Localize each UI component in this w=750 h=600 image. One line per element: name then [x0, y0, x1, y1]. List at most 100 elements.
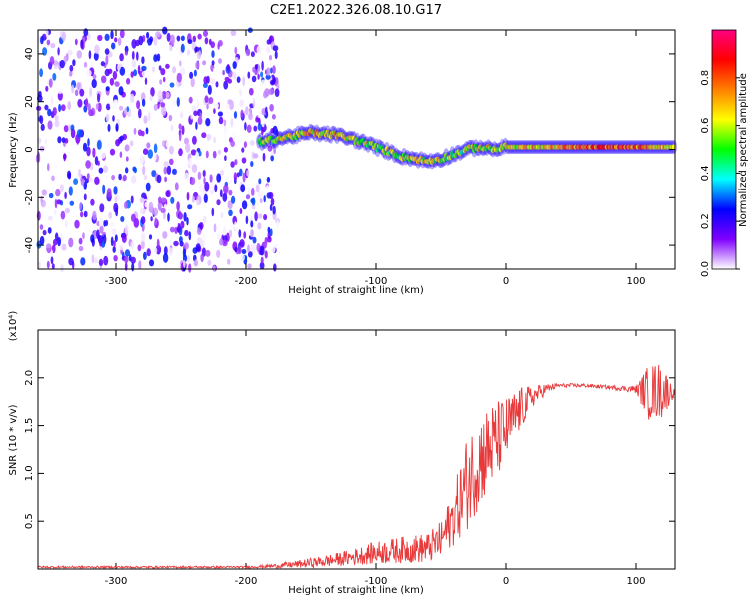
spectrogram-noise-cell: [124, 50, 128, 56]
spectrogram-noise-cell: [39, 146, 45, 152]
spectrogram-noise-cell: [163, 246, 168, 256]
spectrogram-noise-cell: [241, 157, 247, 164]
snr-ytick-label: 2.0: [24, 370, 35, 386]
spectrogram-noise-cell: [90, 234, 95, 243]
spectrogram-noise-cell: [266, 176, 271, 183]
spectrogram-noise-cell: [169, 158, 174, 165]
spectrogram-noise-cell: [228, 209, 233, 217]
spectrogram-noise-cell: [78, 245, 84, 252]
spectrogram-noise-cell: [257, 123, 262, 131]
spectrogram-noise-cell: [105, 103, 111, 111]
spectrogram-noise-cell: [211, 207, 215, 217]
spectrogram-noise-cell: [272, 65, 276, 74]
spectrogram-noise-cell: [64, 138, 69, 144]
spectrogram-noise-cell: [52, 107, 57, 116]
spectrogram-noise-cell: [186, 191, 190, 201]
spectrogram-noise-cell: [222, 70, 225, 76]
snr-ytick-label: 0.5: [24, 513, 35, 529]
spectrogram-noise-cell: [140, 216, 146, 225]
spectrogram-noise-cell: [114, 196, 118, 203]
spectrogram-noise-cell: [187, 204, 193, 210]
spectrogram-noise-cell: [180, 35, 185, 42]
spectrogram-noise-cell: [103, 249, 108, 256]
spectrogram-noise-cell: [130, 256, 136, 264]
spectrogram-noise-cell: [150, 216, 153, 222]
spectrogram-noise-cell: [185, 143, 191, 153]
spectrogram-noise-cell: [225, 103, 230, 110]
spectrogram-noise-cell: [117, 64, 121, 71]
spectrogram-ytick-label: -40: [24, 237, 35, 253]
spectrogram-noise-cell: [56, 199, 62, 205]
spectrogram-noise-cell: [266, 46, 271, 53]
spectrogram-noise-cell: [69, 124, 75, 131]
spectrogram-noise-cell: [130, 93, 135, 104]
spectrogram-noise-cell: [153, 97, 157, 107]
spectrogram-noise-cell: [241, 249, 247, 254]
spectrogram-noise-cell: [79, 201, 83, 211]
spectrogram-noise-cell: [145, 182, 151, 192]
spectrogram-noise-cell: [216, 234, 220, 240]
spectrogram-noise-cell: [130, 213, 136, 222]
spectrogram-noise-cell: [230, 29, 237, 37]
snr-xlabel: Height of straight line (km): [288, 585, 424, 596]
spectrogram-noise-cell: [227, 200, 233, 210]
snr-ytick-label: 1.5: [24, 418, 35, 434]
spectrogram-noise-cell: [89, 177, 93, 183]
spectrogram-noise-cell: [270, 79, 275, 86]
spectrogram-noise-cell: [153, 152, 157, 162]
spectrogram-noise-cell: [230, 219, 234, 229]
spectrogram-noise-cell: [264, 250, 268, 259]
spectrogram-noise-cell: [61, 31, 66, 42]
spectrogram-noise-cell: [124, 262, 128, 271]
spectrogram-noise-cell: [144, 201, 149, 208]
spectrogram-noise-cell: [217, 149, 222, 155]
spectrogram-noise-cell: [200, 239, 205, 248]
spectrogram-noise-cell: [244, 122, 247, 131]
snr-ytick-label: 1.0: [24, 465, 35, 481]
spectrogram-noise-cell: [84, 224, 89, 231]
spectrogram-noise-cell: [250, 97, 254, 104]
spectrogram-noise-cell: [220, 212, 224, 219]
spectrogram-noise-cell: [63, 153, 66, 162]
spectrogram-noise-cell: [230, 161, 235, 168]
spectrogram-noise-cell: [213, 67, 216, 76]
spectrogram-noise-cell: [157, 200, 162, 211]
spectrogram-noise-cell: [165, 190, 170, 197]
spectrogram-noise-cell: [242, 76, 246, 87]
spectrogram-noise-cell: [267, 226, 271, 233]
spectrogram-noise-cell: [160, 102, 166, 108]
spectrogram-noise-cell: [151, 189, 155, 200]
spectrogram-noise-cell: [41, 189, 47, 196]
spectrogram-noise-cell: [223, 147, 228, 153]
spectrogram-noise-cell: [162, 231, 168, 239]
spectrogram-noise-cell: [95, 103, 99, 110]
spectrogram-noise-cell: [212, 150, 217, 159]
spectrogram-noise-cell: [189, 71, 194, 79]
spectrogram-noise-cell: [57, 136, 62, 144]
spectrogram-noise-cell: [218, 116, 224, 125]
spectrogram-noise-cell: [261, 32, 266, 40]
spectrogram-noise-cell: [151, 46, 154, 52]
spectrogram-noise-cell: [91, 131, 95, 138]
spectrogram-noise-cell: [109, 148, 116, 156]
spectrogram-noise-cell: [59, 184, 64, 193]
spectrogram-noise-cell: [178, 123, 182, 130]
spectrogram-noise-cell: [242, 172, 246, 183]
spectrogram-noise-cell: [42, 47, 48, 56]
spectrogram-noise-cell: [39, 224, 44, 230]
spectrogram-noise-cell: [250, 229, 254, 238]
spectrogram-noise-cell: [191, 195, 195, 203]
spectrogram-noise-cell: [217, 42, 220, 50]
spectrogram-noise-cell: [124, 255, 129, 264]
spectrogram-noise-cell: [50, 43, 56, 49]
spectrogram-noise-cell: [151, 170, 157, 178]
spectrogram-noise-cell: [236, 172, 240, 178]
spectrogram-noise-cell: [138, 35, 144, 46]
spectrogram-noise-cell: [146, 142, 151, 149]
spectrogram-noise-cell: [40, 36, 44, 45]
spectrogram-noise-cell: [143, 174, 148, 181]
spectrogram-noise-cell: [180, 67, 186, 76]
spectrogram-noise-cell: [226, 64, 230, 71]
spectrogram-noise-cell: [250, 243, 256, 254]
